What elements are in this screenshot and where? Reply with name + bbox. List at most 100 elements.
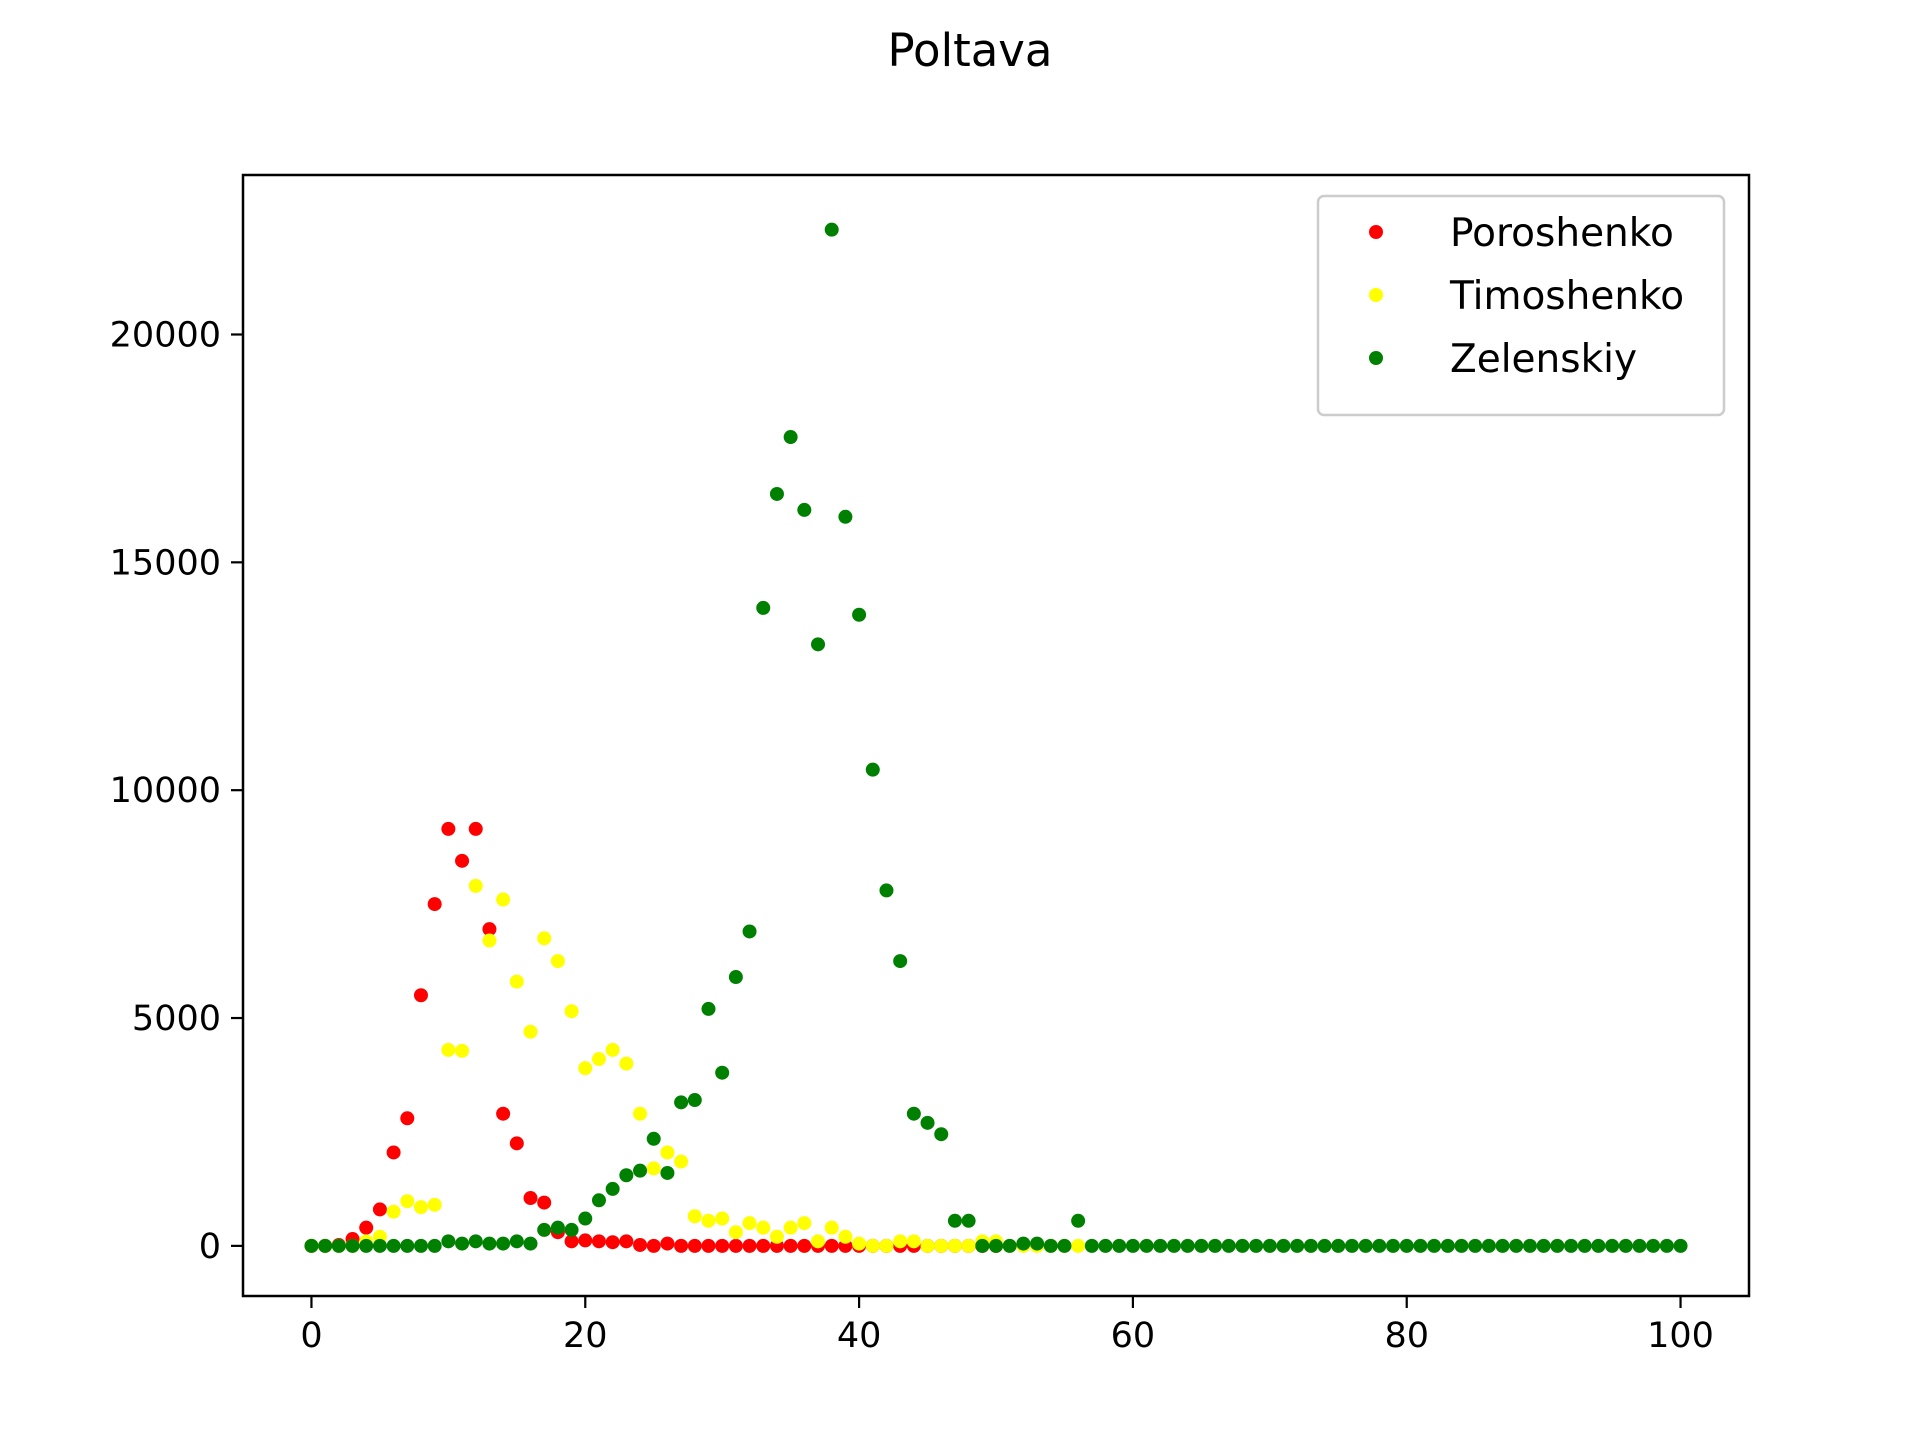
point-timoshenko-30 bbox=[715, 1211, 730, 1226]
point-zelenskiy-90 bbox=[1536, 1238, 1551, 1253]
point-zelenskiy-88 bbox=[1509, 1238, 1524, 1253]
point-poroshenko-21 bbox=[591, 1234, 606, 1249]
point-zelenskiy-53 bbox=[1030, 1236, 1045, 1251]
series-zelenskiy bbox=[304, 222, 1688, 1253]
point-zelenskiy-32 bbox=[742, 924, 757, 939]
legend-marker-poroshenko bbox=[1369, 225, 1383, 239]
x-tick-label: 100 bbox=[1647, 1316, 1714, 1356]
point-zelenskiy-41 bbox=[865, 762, 880, 777]
point-poroshenko-36 bbox=[797, 1238, 812, 1253]
point-timoshenko-17 bbox=[537, 931, 552, 946]
point-poroshenko-12 bbox=[468, 821, 483, 836]
point-zelenskiy-16 bbox=[523, 1236, 538, 1251]
point-poroshenko-6 bbox=[386, 1145, 401, 1160]
point-zelenskiy-46 bbox=[934, 1127, 949, 1142]
point-zelenskiy-99 bbox=[1659, 1238, 1674, 1253]
point-timoshenko-29 bbox=[701, 1213, 716, 1228]
point-poroshenko-33 bbox=[756, 1238, 771, 1253]
point-timoshenko-27 bbox=[674, 1154, 689, 1169]
point-zelenskiy-92 bbox=[1564, 1238, 1579, 1253]
point-timoshenko-35 bbox=[783, 1220, 798, 1235]
point-zelenskiy-71 bbox=[1276, 1238, 1291, 1253]
y-tick-label: 10000 bbox=[110, 771, 221, 811]
series-timoshenko bbox=[304, 878, 1086, 1253]
point-zelenskiy-35 bbox=[783, 430, 798, 445]
x-tick-label: 60 bbox=[1111, 1316, 1156, 1356]
point-zelenskiy-48 bbox=[961, 1213, 976, 1228]
point-zelenskiy-36 bbox=[797, 502, 812, 517]
point-poroshenko-13 bbox=[482, 922, 497, 937]
point-poroshenko-38 bbox=[824, 1238, 839, 1253]
point-timoshenko-25 bbox=[646, 1161, 661, 1176]
point-zelenskiy-64 bbox=[1180, 1238, 1195, 1253]
x-tick-label: 40 bbox=[837, 1316, 882, 1356]
point-zelenskiy-23 bbox=[619, 1168, 634, 1183]
point-zelenskiy-28 bbox=[687, 1093, 702, 1108]
point-zelenskiy-75 bbox=[1331, 1238, 1346, 1253]
point-zelenskiy-20 bbox=[578, 1211, 593, 1226]
point-timoshenko-14 bbox=[496, 892, 511, 907]
point-zelenskiy-72 bbox=[1290, 1238, 1305, 1253]
point-poroshenko-19 bbox=[564, 1234, 579, 1249]
point-timoshenko-56 bbox=[1071, 1238, 1086, 1253]
point-poroshenko-27 bbox=[674, 1238, 689, 1253]
point-timoshenko-12 bbox=[468, 878, 483, 893]
point-poroshenko-14 bbox=[496, 1106, 511, 1121]
point-zelenskiy-63 bbox=[1166, 1238, 1181, 1253]
point-poroshenko-11 bbox=[455, 853, 470, 868]
y-tick-label: 15000 bbox=[110, 543, 221, 583]
legend-frame bbox=[1316, 194, 1726, 417]
point-zelenskiy-4 bbox=[359, 1238, 374, 1253]
point-poroshenko-22 bbox=[605, 1235, 620, 1250]
point-zelenskiy-2 bbox=[331, 1238, 346, 1253]
point-zelenskiy-11 bbox=[455, 1236, 470, 1251]
point-poroshenko-10 bbox=[441, 821, 456, 836]
data-points bbox=[304, 222, 1688, 1253]
chart-title: Poltava bbox=[888, 24, 1053, 77]
point-poroshenko-15 bbox=[509, 1136, 524, 1151]
point-zelenskiy-15 bbox=[509, 1234, 524, 1249]
point-zelenskiy-47 bbox=[947, 1213, 962, 1228]
x-tick-label: 0 bbox=[300, 1316, 322, 1356]
point-poroshenko-9 bbox=[427, 897, 442, 912]
point-zelenskiy-81 bbox=[1413, 1238, 1428, 1253]
point-zelenskiy-38 bbox=[824, 222, 839, 237]
point-zelenskiy-66 bbox=[1208, 1238, 1223, 1253]
point-zelenskiy-73 bbox=[1303, 1238, 1318, 1253]
point-zelenskiy-12 bbox=[468, 1234, 483, 1249]
point-zelenskiy-52 bbox=[1016, 1236, 1031, 1251]
legend-label-poroshenko: Poroshenko bbox=[1450, 211, 1674, 256]
point-poroshenko-25 bbox=[646, 1238, 661, 1253]
legend-marker-timoshenko bbox=[1369, 288, 1383, 302]
point-timoshenko-13 bbox=[482, 933, 497, 948]
point-timoshenko-40 bbox=[852, 1236, 867, 1251]
point-poroshenko-17 bbox=[537, 1195, 552, 1210]
point-timoshenko-43 bbox=[893, 1234, 908, 1249]
point-timoshenko-26 bbox=[660, 1145, 675, 1160]
point-zelenskiy-93 bbox=[1577, 1238, 1592, 1253]
point-zelenskiy-7 bbox=[400, 1238, 415, 1253]
point-zelenskiy-9 bbox=[427, 1238, 442, 1253]
point-zelenskiy-17 bbox=[537, 1222, 552, 1237]
point-timoshenko-38 bbox=[824, 1220, 839, 1235]
point-zelenskiy-26 bbox=[660, 1165, 675, 1180]
point-zelenskiy-78 bbox=[1372, 1238, 1387, 1253]
point-zelenskiy-0 bbox=[304, 1238, 319, 1253]
legend-label-zelenskiy: Zelenskiy bbox=[1450, 337, 1637, 382]
legend-label-timoshenko: Timoshenko bbox=[1449, 274, 1684, 319]
point-poroshenko-5 bbox=[372, 1202, 387, 1217]
point-timoshenko-6 bbox=[386, 1204, 401, 1219]
point-poroshenko-23 bbox=[619, 1234, 634, 1249]
point-zelenskiy-70 bbox=[1262, 1238, 1277, 1253]
point-timoshenko-22 bbox=[605, 1042, 620, 1057]
point-poroshenko-24 bbox=[633, 1237, 648, 1252]
point-timoshenko-31 bbox=[728, 1225, 743, 1240]
point-timoshenko-47 bbox=[947, 1238, 962, 1253]
point-zelenskiy-97 bbox=[1632, 1238, 1647, 1253]
point-zelenskiy-94 bbox=[1591, 1238, 1606, 1253]
point-poroshenko-16 bbox=[523, 1191, 538, 1206]
point-zelenskiy-33 bbox=[756, 600, 771, 615]
point-zelenskiy-22 bbox=[605, 1181, 620, 1196]
point-zelenskiy-89 bbox=[1522, 1238, 1537, 1253]
point-timoshenko-20 bbox=[578, 1061, 593, 1076]
